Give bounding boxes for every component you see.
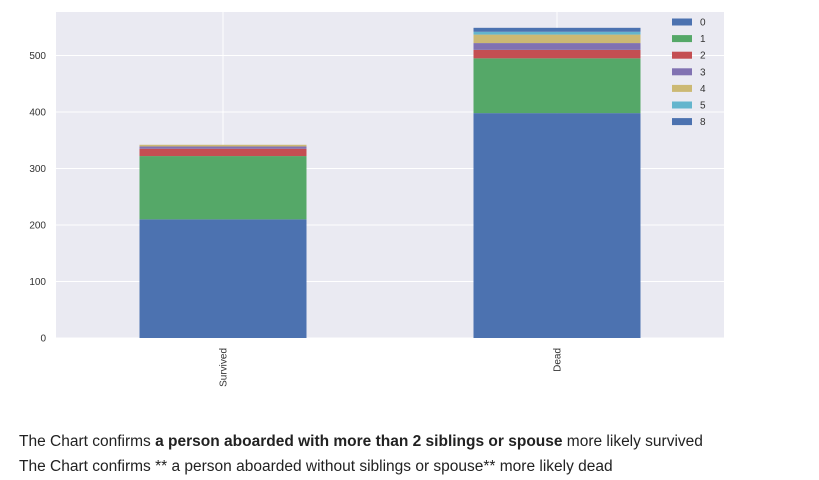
- bar-segment-dead-2: [473, 49, 641, 59]
- bar-segment-survived-0: [139, 219, 307, 338]
- bar-segment-survived-3: [139, 146, 307, 149]
- legend-swatch-1: [672, 35, 692, 43]
- legend-swatch-3: [672, 68, 692, 76]
- bar-segment-survived-1: [139, 156, 307, 220]
- legend-label-5: 5: [700, 101, 706, 112]
- legend-swatch-0: [672, 18, 692, 26]
- stacked-bar-chart: 0 100 200 300 400 500 Survived Dead 0 1 2 3 4 5 8: [29, 12, 724, 387]
- caption-dead: The Chart confirms ** a person aboarded …: [19, 458, 613, 476]
- y-tick-label: 100: [29, 277, 46, 288]
- legend-label-4: 4: [700, 84, 706, 95]
- x-tick-label-survived: Survived: [219, 348, 230, 387]
- legend-label-1: 1: [700, 34, 706, 45]
- y-tick-label: 0: [40, 334, 46, 345]
- caption-1-post: more likely survived: [562, 433, 703, 450]
- bar-segment-survived-2: [139, 148, 307, 157]
- legend-swatch-5: [672, 101, 692, 109]
- bar-segment-dead-4: [473, 34, 641, 44]
- legend-label-0: 0: [700, 18, 706, 29]
- bar-segment-dead-1: [473, 58, 641, 114]
- bar-segment-dead-0: [473, 113, 641, 338]
- y-tick-label: 500: [29, 51, 46, 62]
- caption-1-pre: The Chart confirms: [19, 433, 156, 450]
- legend-swatch-8: [672, 118, 692, 126]
- y-tick-label: 200: [29, 221, 46, 232]
- legend-label-3: 3: [700, 67, 706, 78]
- y-tick-label: 300: [29, 164, 46, 175]
- y-tick-label: 400: [29, 108, 46, 119]
- bar-segment-dead-8: [473, 27, 641, 32]
- bar-segment-dead-5: [473, 31, 641, 35]
- legend-label-2: 2: [700, 51, 706, 62]
- bar-segment-dead-3: [473, 43, 641, 50]
- caption-survived: The Chart confirms a person aboarded wit…: [19, 433, 703, 451]
- bar-segment-survived-4: [139, 144, 307, 147]
- caption-2-pre: The Chart confirms ** a person aboarded …: [19, 458, 613, 475]
- x-tick-label-dead: Dead: [553, 348, 564, 372]
- legend-swatch-2: [672, 51, 692, 59]
- legend-label-8: 8: [700, 117, 706, 128]
- legend-swatch-4: [672, 84, 692, 92]
- caption-1-bold: a person aboarded with more than 2 sibli…: [155, 433, 563, 450]
